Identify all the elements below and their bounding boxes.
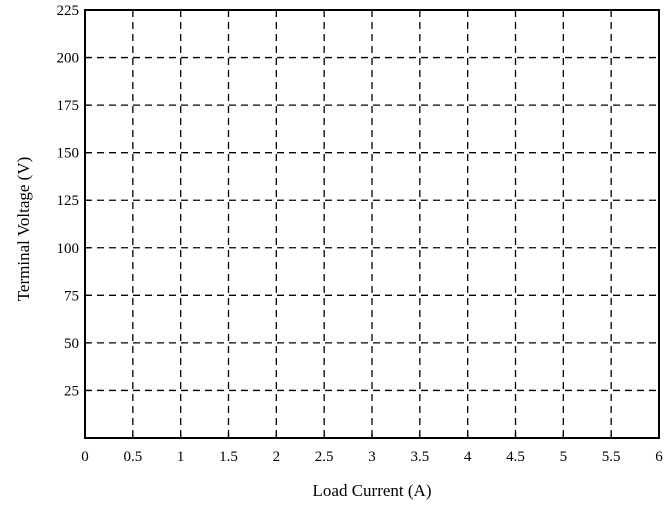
x-tick-label: 1	[177, 449, 185, 465]
x-tick-label: 2	[273, 449, 281, 465]
y-tick-label: 25	[64, 383, 79, 399]
y-axis: 25 50 75 100 125 150 175 200 225	[57, 3, 90, 399]
y-tick-label: 200	[57, 51, 80, 67]
y-tick-label: 50	[64, 336, 79, 352]
grid	[85, 10, 659, 438]
x-tick-label: 2.5	[315, 449, 334, 465]
x-tick-label: 0	[81, 449, 89, 465]
y-tick-label: 100	[57, 241, 80, 257]
x-tick-label: 5.5	[602, 449, 621, 465]
x-tick-label: 1.5	[219, 449, 238, 465]
y-tick-label: 125	[57, 193, 80, 209]
x-tick-label: 4.5	[506, 449, 525, 465]
x-axis: 0 0.5 1 1.5 2 2.5 3 3.5 4 4.5 5 5.5 6	[81, 433, 663, 465]
x-tick-label: 4	[464, 449, 472, 465]
x-tick-label: 6	[655, 449, 663, 465]
y-tick-label: 150	[57, 146, 80, 162]
x-tick-label: 0.5	[123, 449, 142, 465]
x-tick-label: 3.5	[410, 449, 429, 465]
x-tick-label: 3	[368, 449, 376, 465]
x-tick-label: 5	[560, 449, 568, 465]
x-axis-title: Load Current (A)	[313, 481, 432, 500]
y-tick-label: 175	[57, 98, 80, 114]
y-tick-label: 225	[57, 3, 80, 19]
y-axis-title: Terminal Voltage (V)	[14, 157, 33, 302]
y-tick-label: 75	[64, 288, 79, 304]
